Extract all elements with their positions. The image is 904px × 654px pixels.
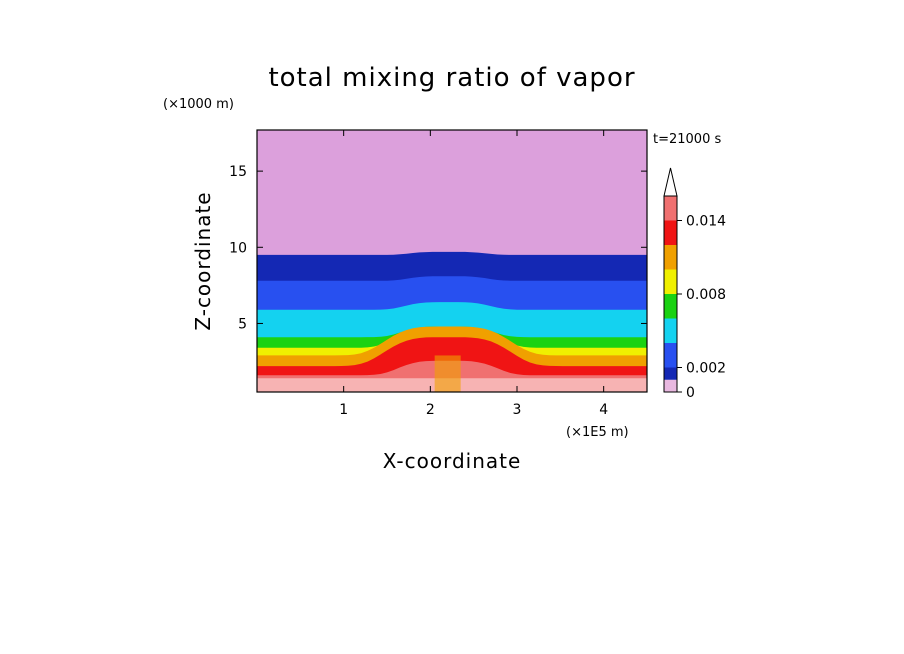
colorbar-swatch [664,269,677,294]
x-tick-label: 1 [339,402,348,418]
colorbar-swatch [664,318,677,343]
colorbar-swatch [664,343,677,368]
y-tick-label: 15 [229,164,247,180]
x-tick-label: 4 [599,402,608,418]
colorbar-extend [663,167,678,197]
colorbar-label: 0 [686,385,695,401]
x-axis-label: X-coordinate [383,449,522,473]
colorbar: 0 0.002 0.008 0.014 [663,167,726,401]
x-tick-label: 2 [426,402,435,418]
core-column [434,355,461,392]
y-tick-label: 5 [238,316,247,332]
x-tick-label: 3 [513,402,522,418]
y-axis-label: Z-coordinate [191,191,215,330]
x-unit-label: (×1E5 m) [566,425,629,440]
y-axis: 5 10 15 [229,164,647,332]
colorbar-swatch [664,294,677,319]
colorbar-swatch [664,367,677,380]
colorbar-swatch [664,379,677,392]
colorbar-swatch [664,245,677,270]
plot-frame [256,129,648,393]
colorbar-swatch [664,196,677,221]
colorbar-label: 0.014 [686,214,726,230]
colorbar-swatch [664,220,677,245]
y-tick-label: 10 [229,240,247,256]
y-unit-label: (×1000 m) [163,97,234,112]
chart-title: total mixing ratio of vapor [268,63,635,93]
colorbar-label: 0.002 [686,361,726,377]
colorbar-label: 0.008 [686,287,726,303]
contour-field [257,130,647,392]
x-axis: 1 2 3 4 [339,130,608,418]
time-label: t=21000 s [653,132,721,147]
